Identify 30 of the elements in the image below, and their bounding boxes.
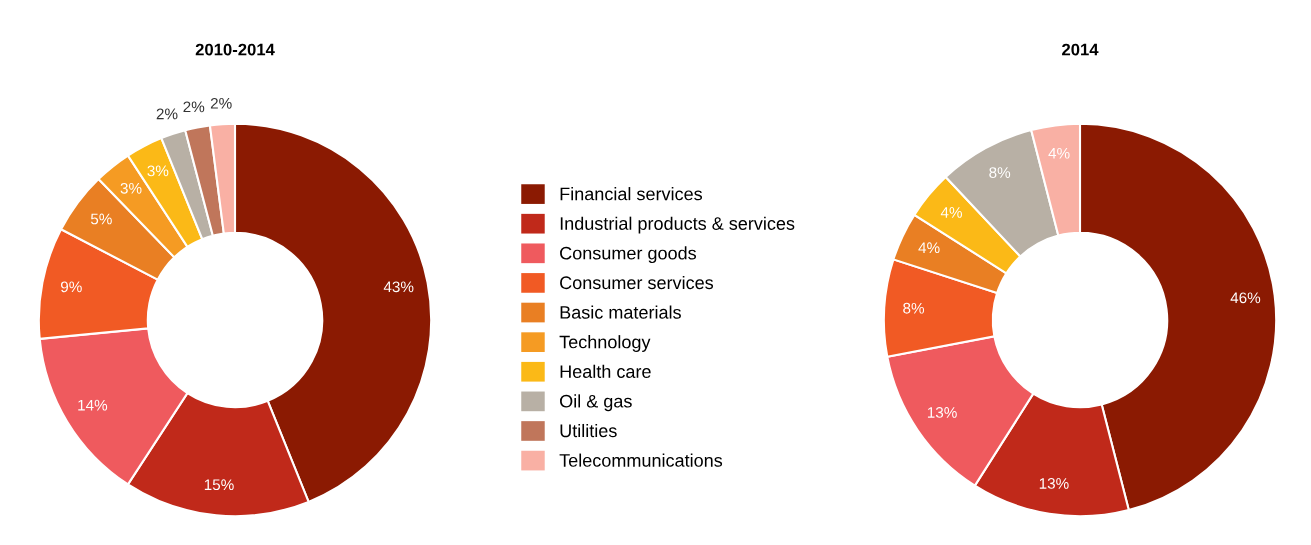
legend-label: Basic materials	[560, 305, 681, 319]
legend-label: Oil & gas	[560, 394, 632, 412]
data-label: 3%	[147, 165, 169, 177]
legend-label: Consumer goods	[560, 246, 697, 264]
data-label: 5%	[90, 213, 112, 225]
data-label: 8%	[903, 302, 925, 314]
data-label: 43%	[383, 281, 414, 293]
chart-title: 2014	[1062, 43, 1099, 56]
legend-label: Financial services	[560, 187, 703, 201]
data-label: 2%	[156, 108, 178, 120]
data-label: 2%	[210, 97, 232, 109]
data-label: 14%	[78, 399, 108, 411]
legend-label: Technology	[559, 335, 651, 352]
data-label: 3%	[120, 182, 142, 194]
data-label: 46%	[1230, 292, 1261, 304]
legend-label: Industrial products & services	[560, 216, 795, 234]
legend-label: Health care	[560, 364, 651, 378]
data-label: 4%	[1048, 147, 1070, 159]
data-label: 4%	[918, 242, 940, 254]
data-label: 9%	[60, 281, 82, 293]
legend-label: Consumer services	[560, 275, 714, 290]
data-label: 13%	[927, 407, 957, 418]
data-label: 2%	[183, 101, 205, 113]
data-label: 15%	[204, 479, 234, 491]
data-label: 4%	[940, 207, 962, 218]
data-label: 8%	[989, 167, 1011, 178]
data-label: 13%	[1039, 478, 1069, 489]
chart-title: 2010-2014	[195, 43, 275, 56]
legend-label: Telecommunications	[559, 453, 723, 467]
legend-label: Utilities	[560, 423, 617, 438]
